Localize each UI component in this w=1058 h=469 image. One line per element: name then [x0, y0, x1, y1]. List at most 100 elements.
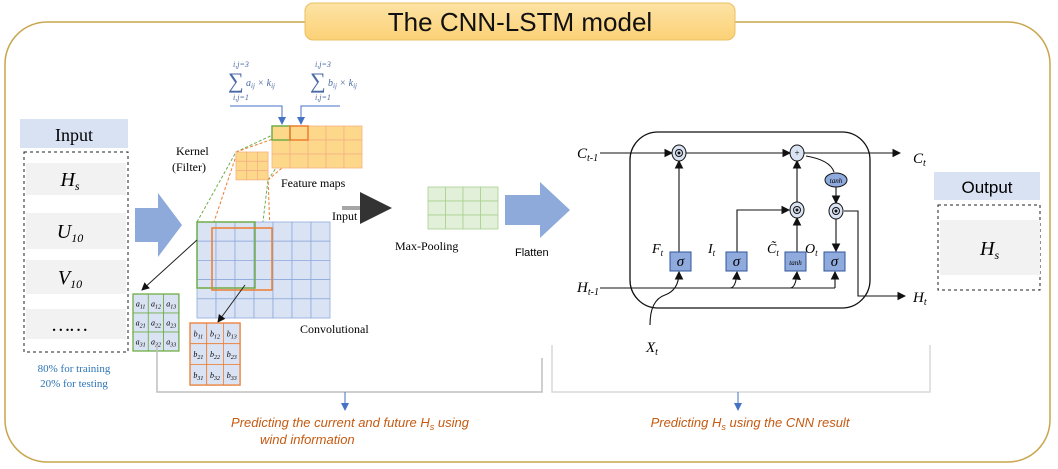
gate-forget: σ Ft	[651, 242, 692, 272]
receptive-field-a	[196, 221, 256, 289]
lstm-label-c-prev: Ct-1	[577, 146, 598, 164]
grid-cell	[445, 200, 464, 216]
formula-b-arrow	[297, 105, 340, 125]
caption-cnn: Predicting the current and future Hs usi…	[231, 415, 470, 432]
grid-cell	[343, 153, 363, 169]
grid-cell	[196, 221, 217, 242]
maxpool-grid	[427, 186, 499, 230]
grid-cell	[343, 139, 363, 155]
grid-cell	[253, 298, 274, 319]
grid-cell	[253, 279, 274, 300]
output-value: Hs	[979, 238, 999, 262]
grid-cell	[246, 151, 258, 162]
svg-text:tanh: tanh	[789, 259, 802, 267]
split-training: 80% for training	[38, 363, 111, 375]
matrix-entry: b23	[227, 350, 237, 361]
lstm-bracket	[551, 345, 931, 393]
feature-maps-label: Feature maps	[281, 176, 346, 190]
grid-cell	[462, 214, 481, 230]
grid-cell	[234, 240, 255, 261]
grid-cell	[272, 240, 293, 261]
grid-cell	[272, 259, 293, 280]
grid-cell	[271, 139, 291, 155]
convolutional-label: Convolutional	[300, 322, 369, 336]
kernel-grid	[235, 151, 269, 181]
filter-label: (Filter)	[172, 160, 206, 174]
lstm-label-h-prev: Ht-1	[576, 280, 599, 298]
svg-text:bij × kij: bij × kij	[328, 78, 357, 90]
grid-cell	[271, 153, 291, 169]
grid-cell	[235, 160, 248, 172]
tanh-node: tanh	[824, 172, 848, 188]
projection-line	[211, 155, 237, 229]
matrix-entry: b12	[210, 329, 220, 340]
grid-cell	[307, 153, 327, 169]
grid-cell	[291, 279, 312, 300]
input-to-cnn-arrow	[135, 193, 182, 257]
flatten-label: Flatten	[515, 247, 549, 259]
arrow-to-matrix-a	[141, 239, 198, 291]
cell-add-node: +	[789, 144, 805, 162]
grid-cell	[445, 214, 464, 230]
svg-text:Ot: Ot	[805, 242, 818, 258]
input-list	[23, 151, 129, 353]
matrix-entry: b21	[193, 350, 203, 361]
grid-cell	[256, 151, 269, 162]
grid-cell	[196, 259, 217, 280]
svg-text:C̃t: C̃t	[767, 241, 779, 258]
input-row	[26, 309, 126, 339]
grid-cell	[445, 186, 464, 202]
input-row	[26, 163, 126, 195]
gate-candidate: tanh C̃t	[767, 241, 807, 272]
flatten-arrow	[505, 182, 570, 238]
grid-cell	[291, 240, 312, 261]
input-row	[26, 260, 126, 294]
grid-cell	[289, 125, 309, 141]
input-header	[20, 119, 128, 148]
grid-cell	[272, 221, 293, 242]
svg-text:σ: σ	[677, 254, 685, 270]
grid-cell	[310, 240, 331, 261]
grid-cell	[325, 153, 345, 169]
matrix-b: b11 b12 b13 b21 b22 b23 b31 b32 b33	[189, 322, 241, 386]
output-multiply-node	[828, 202, 844, 220]
grid-cell	[196, 240, 217, 261]
grid-cell	[235, 170, 248, 181]
formula-b: i,j=3 ∑ i,j=1 bij × kij	[310, 60, 357, 102]
output-header-label: Output	[961, 178, 1012, 197]
grid-cell	[289, 153, 309, 169]
grid-cell	[427, 214, 446, 230]
grid-cell	[272, 279, 293, 300]
grid-cell	[310, 259, 331, 280]
matrix-entry: a31	[136, 338, 146, 349]
matrix-entry: a22	[151, 319, 161, 330]
grid-cell	[253, 259, 274, 280]
receptive-field-b	[211, 227, 273, 291]
gate-input: σ It	[707, 242, 748, 272]
matrix-entry: a23	[166, 319, 176, 330]
svg-text:i,j=3: i,j=3	[233, 60, 249, 69]
lstm-label-x-in: Xt	[645, 340, 658, 358]
lstm-cell	[629, 131, 871, 309]
svg-text:∑: ∑	[310, 68, 326, 93]
feature-cell-b	[289, 125, 309, 141]
grid-cell	[271, 125, 291, 141]
svg-text:i,j=1: i,j=1	[315, 93, 331, 102]
page-title: The CNN-LSTM model	[388, 7, 652, 37]
matrix-entry: a13	[166, 300, 176, 311]
grid-cell	[291, 298, 312, 319]
svg-text:σ: σ	[733, 254, 741, 270]
grid-cell	[196, 298, 217, 319]
lstm-label-c-next: Ct	[913, 151, 926, 169]
lstm-label-h-next: Ht	[912, 290, 927, 308]
input-header-label: Input	[55, 125, 93, 145]
grid-cell	[291, 259, 312, 280]
matrix-entry: a33	[166, 338, 176, 349]
output-row	[940, 220, 1040, 275]
title-box	[304, 2, 736, 41]
grid-cell	[215, 298, 236, 319]
svg-text:aij × kij: aij × kij	[246, 78, 275, 90]
input-variable: U10	[57, 221, 83, 245]
grid-cell	[462, 200, 481, 216]
grid-cell	[253, 240, 274, 261]
